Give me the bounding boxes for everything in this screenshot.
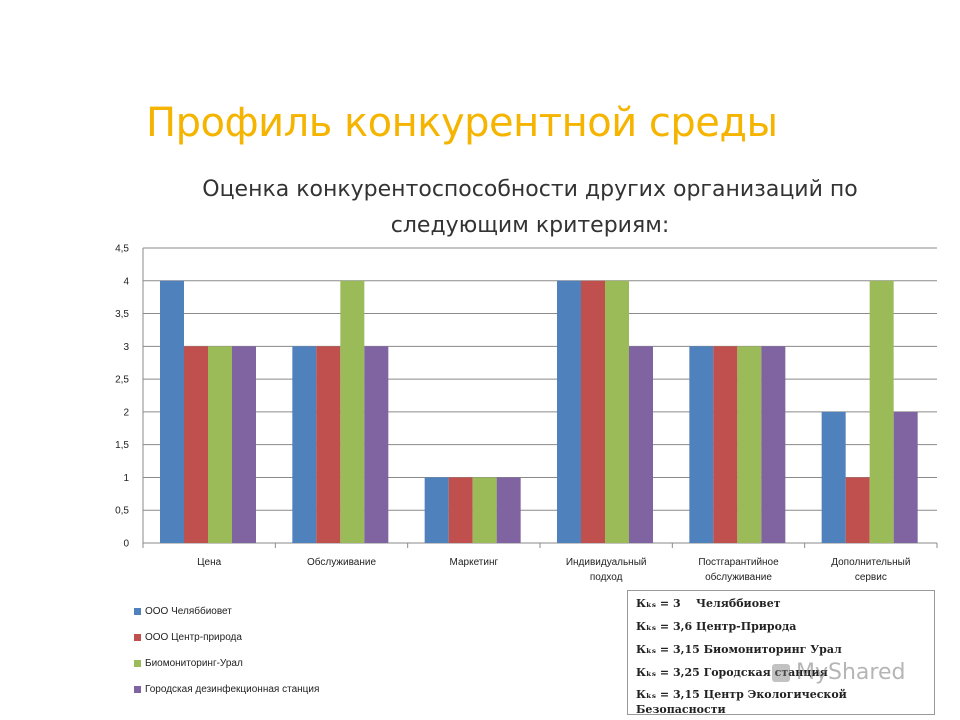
legend-swatch [134,685,141,693]
watermark: MyShared [796,660,906,685]
legend-swatch [134,607,141,615]
coefficient-line: Кₖₛ = 3 Челяббиовет [636,597,781,610]
bar [761,346,786,543]
y-tick-label: 3 [123,342,129,353]
bar [581,280,605,543]
legend-entry: ООО Центр-природа [134,632,242,643]
coefficient-line: Кₖₛ = 3,25 Городская станция [636,666,828,679]
legend-label: ООО Центр-природа [145,632,242,643]
bar [845,477,870,543]
bar-chart: 0 0,5 1 1,5 2 2,5 3 3,5 4 4,5 Цена Обслуживание Марк… [115,244,938,583]
x-tick-label: Маркетинг [450,557,499,568]
legend-swatch [134,633,141,641]
x-tick-label: Дополнительный [831,557,910,568]
x-tick-label: Обслуживание [307,556,376,568]
legend-swatch [134,659,141,667]
bar [340,280,365,543]
slide-title: Профиль конкурентной среды [146,100,778,146]
legend-label: Биомониторинг-Урал [145,658,243,669]
bar [737,346,762,543]
bar [364,346,389,543]
x-tick-label: Постгарантийное [698,557,779,568]
legend-entry: ООО Челяббиовет [134,606,232,617]
coefficient-line: Кₖₛ = 3,6 Центр-Природа [636,620,797,633]
y-tick-label: 2,5 [115,375,129,386]
legend-label: Городская дезинфекционная станция [145,684,320,695]
y-tick-label: 4 [123,276,129,287]
bar [292,346,317,543]
y-tick-label: 0 [123,539,129,550]
bar [160,280,184,543]
bar [316,346,341,543]
x-tick-label: Индивидуальный [566,557,647,568]
x-tick-label: Цена [197,557,221,568]
legend-entry: Городская дезинфекционная станция [134,684,319,695]
bar [557,280,581,543]
legend-label: ООО Челяббиовет [145,606,232,617]
x-tick-label: обслуживание [705,571,772,583]
bar [821,411,846,543]
competitiveness-coefficients-box: Кₖₛ = 3 Челяббиовет Кₖₛ = 3,6 Центр-Прир… [627,590,935,716]
bar [713,346,738,543]
chart-title: Оценка конкурентоспособности других орга… [202,177,858,238]
y-tick-label: 2 [123,407,129,418]
bar [472,477,497,543]
bar [184,346,208,543]
coefficient-line: Кₖₛ = 3,15 Центр Экологической Безопасно… [636,688,847,716]
bar [689,346,714,543]
x-tick-label: сервис [855,572,887,583]
bar [424,477,449,543]
bar [629,346,653,543]
x-tick-label: подход [590,572,623,583]
bar [208,346,232,543]
y-tick-label: 4,5 [115,244,129,255]
y-tick-label: 1 [123,473,129,484]
watermark-logo-icon [772,664,790,682]
bar [496,477,521,543]
coefficient-line: Кₖₛ = 3,15 Биомониторинг Урал [636,643,842,656]
bar [448,477,473,543]
bar [605,280,629,543]
y-tick-label: 3,5 [115,309,129,320]
legend-entry: Биомониторинг-Урал [134,658,243,669]
y-tick-label: 0,5 [115,506,129,517]
bar [893,411,918,543]
y-tick-label: 1,5 [115,440,129,451]
bar [869,280,894,543]
bar [232,346,256,543]
